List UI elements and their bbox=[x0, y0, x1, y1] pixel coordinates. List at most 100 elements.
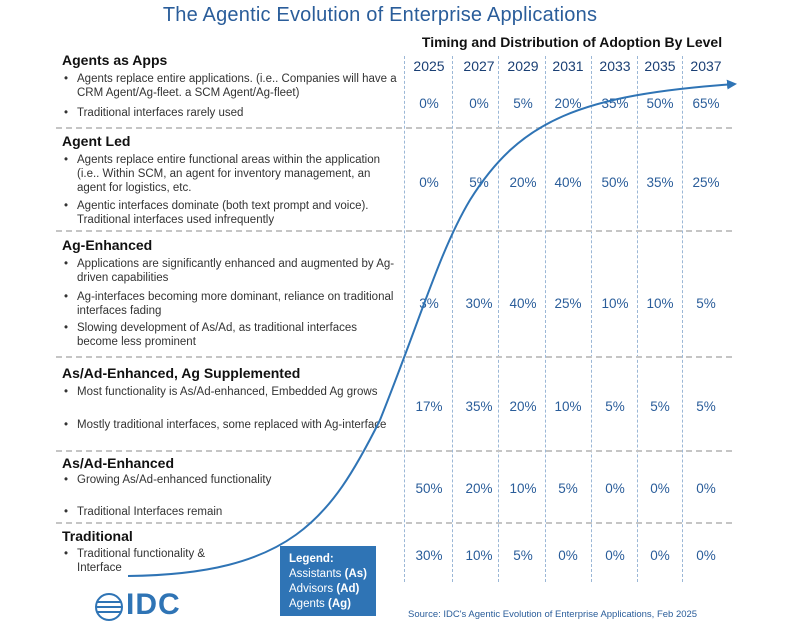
adoption-value: 0% bbox=[558, 548, 578, 563]
bullet-dot-icon: • bbox=[64, 258, 69, 270]
adoption-value: 0% bbox=[650, 481, 670, 496]
logo-text: IDC bbox=[126, 588, 181, 621]
adoption-value: 30% bbox=[465, 296, 493, 311]
column-divider bbox=[452, 56, 453, 582]
year-header: 2031 bbox=[552, 58, 584, 74]
adoption-value: 5% bbox=[513, 96, 533, 111]
source-note: Source: IDC's Agentic Evolution of Enter… bbox=[408, 609, 698, 620]
adoption-value: 10% bbox=[465, 548, 493, 563]
adoption-value: 0% bbox=[696, 481, 716, 496]
bullet-dot-icon: • bbox=[64, 506, 69, 518]
level-bullet: • Mostly traditional interfaces, some rep… bbox=[64, 419, 387, 431]
adoption-value: 0% bbox=[419, 175, 439, 190]
level-bullet: • Ag-interfaces becoming more dominant, r… bbox=[64, 291, 394, 317]
level-title-agents-as-apps: Agents as Apps bbox=[62, 52, 168, 68]
level-bullet: • Applications are significantly enhanced… bbox=[64, 258, 395, 284]
adoption-value: 5% bbox=[558, 481, 578, 496]
year-header: 2033 bbox=[599, 58, 631, 74]
adoption-value: 20% bbox=[465, 481, 493, 496]
row-divider bbox=[56, 450, 732, 452]
level-bullet: • Slowing development of As/Ad, as tradit… bbox=[64, 322, 357, 348]
legend-item: Advisors (Ad) bbox=[289, 583, 360, 595]
adoption-value: 5% bbox=[696, 296, 716, 311]
level-title-as-ad-enhanced: As/Ad-Enhanced bbox=[62, 455, 175, 471]
bullet-dot-icon: • bbox=[64, 386, 69, 398]
adoption-value: 0% bbox=[605, 481, 625, 496]
row-divider bbox=[56, 522, 732, 524]
level-bullet: • Agents replace entire functional areas … bbox=[64, 154, 381, 194]
globe-icon bbox=[95, 593, 123, 621]
column-divider bbox=[637, 56, 638, 582]
adoption-value: 0% bbox=[696, 548, 716, 563]
adoption-value: 20% bbox=[509, 399, 537, 414]
adoption-value: 10% bbox=[646, 296, 674, 311]
bullet-dot-icon: • bbox=[64, 154, 69, 166]
adoption-value: 5% bbox=[696, 399, 716, 414]
legend-item: Agents (Ag) bbox=[289, 598, 352, 610]
adoption-value: 5% bbox=[650, 399, 670, 414]
level-bullet: • Agentic interfaces dominate (both text … bbox=[64, 200, 369, 226]
adoption-value: 20% bbox=[554, 96, 582, 111]
adoption-value: 10% bbox=[554, 399, 582, 414]
adoption-value: 50% bbox=[415, 481, 443, 496]
adoption-value: 65% bbox=[692, 96, 720, 111]
level-bullet: • Most functionality is As/Ad-enhanced, E… bbox=[64, 386, 378, 398]
column-divider bbox=[404, 56, 405, 582]
adoption-value: 17% bbox=[415, 399, 443, 414]
page-title: The Agentic Evolution of Enterprise Appl… bbox=[162, 4, 598, 26]
bullet-dot-icon: • bbox=[64, 474, 69, 486]
bullet-dot-icon: • bbox=[64, 322, 69, 334]
adoption-value: 40% bbox=[554, 175, 582, 190]
adoption-value: 5% bbox=[513, 548, 533, 563]
adoption-value: 25% bbox=[692, 175, 720, 190]
level-bullet: • Traditional interfaces rarely used bbox=[64, 107, 244, 119]
legend-title: Legend: bbox=[289, 553, 334, 565]
level-bullet: • Traditional Interfaces remain bbox=[64, 506, 223, 518]
adoption-value: 35% bbox=[465, 399, 493, 414]
year-header: 2035 bbox=[644, 58, 676, 74]
level-title-traditional: Traditional bbox=[62, 528, 133, 544]
level-title-as-ad-enhanced-ag-supplemented: As/Ad-Enhanced, Ag Supplemented bbox=[62, 365, 301, 381]
row-divider bbox=[56, 356, 732, 358]
column-divider bbox=[498, 56, 499, 582]
adoption-value: 35% bbox=[601, 96, 629, 111]
row-divider bbox=[56, 230, 732, 232]
adoption-value: 40% bbox=[509, 296, 537, 311]
bullet-dot-icon: • bbox=[64, 107, 69, 119]
row-divider bbox=[56, 127, 732, 129]
year-header: 2025 bbox=[413, 58, 445, 74]
bullet-dot-icon: • bbox=[64, 291, 69, 303]
adoption-curve bbox=[127, 79, 737, 577]
level-title-ag-enhanced: Ag-Enhanced bbox=[62, 237, 153, 253]
column-divider bbox=[682, 56, 683, 582]
year-header: 2037 bbox=[690, 58, 722, 74]
level-bullet: • Growing As/Ad-enhanced functionality bbox=[64, 474, 272, 486]
adoption-value: 0% bbox=[650, 548, 670, 563]
adoption-value: 10% bbox=[509, 481, 537, 496]
adoption-value: 0% bbox=[419, 96, 439, 111]
adoption-value: 3% bbox=[419, 296, 439, 311]
adoption-value: 35% bbox=[646, 175, 674, 190]
column-divider bbox=[591, 56, 592, 582]
year-header: 2029 bbox=[507, 58, 539, 74]
adoption-value: 20% bbox=[509, 175, 537, 190]
level-bullet: • Traditional functionality & Interface bbox=[64, 548, 206, 574]
adoption-value: 10% bbox=[601, 296, 629, 311]
adoption-value: 25% bbox=[554, 296, 582, 311]
adoption-value: 30% bbox=[415, 548, 443, 563]
bullet-dot-icon: • bbox=[64, 419, 69, 431]
adoption-value: 5% bbox=[605, 399, 625, 414]
legend-item: Assistants (As) bbox=[289, 568, 367, 580]
level-title-agent-led: Agent Led bbox=[62, 133, 131, 149]
year-header: 2027 bbox=[463, 58, 495, 74]
adoption-title: Timing and Distribution of Adoption By L… bbox=[421, 34, 723, 50]
idc-logo: IDC bbox=[95, 588, 181, 622]
bullet-dot-icon: • bbox=[64, 200, 69, 212]
bullet-dot-icon: • bbox=[64, 548, 69, 560]
adoption-value: 50% bbox=[646, 96, 674, 111]
level-bullet: • Agents replace entire applications. (i.… bbox=[64, 73, 397, 99]
adoption-value: 50% bbox=[601, 175, 629, 190]
column-divider bbox=[545, 56, 546, 582]
adoption-value: 0% bbox=[469, 96, 489, 111]
